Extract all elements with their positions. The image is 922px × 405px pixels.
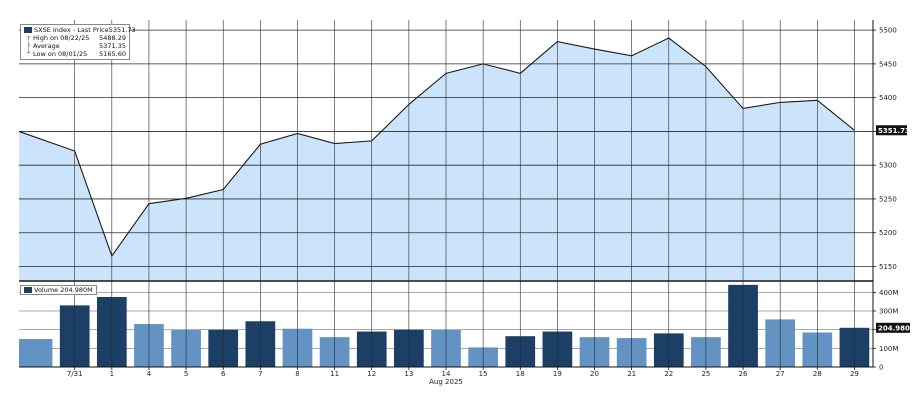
x-tick-label: 8 <box>295 370 299 378</box>
low-marker-icon: ┴ <box>26 50 31 57</box>
x-tick-label: 20 <box>590 370 599 378</box>
legend-row-average: ├ Average 5371.35 <box>24 42 126 50</box>
x-tick-label: 29 <box>850 370 859 378</box>
x-tick-label: 19 <box>553 370 562 378</box>
x-tick-label: 22 <box>664 370 673 378</box>
volume-tick-label: 400M <box>879 289 898 297</box>
x-tick-label: 14 <box>442 370 451 378</box>
x-tick-label: 1 <box>110 370 114 378</box>
x-tick-label: 21 <box>627 370 636 378</box>
x-tick-label: 5 <box>184 370 188 378</box>
x-tick-label: 7 <box>258 370 262 378</box>
x-tick-label: 15 <box>479 370 488 378</box>
volume-tick-label: 300M <box>879 308 898 316</box>
x-tick-label: 7/31 <box>67 370 83 378</box>
legend-label: SXSE Index - Last Price <box>34 26 109 34</box>
x-tick-label: 4 <box>147 370 152 378</box>
x-tick-label: 18 <box>516 370 525 378</box>
legend-label: Low on 08/01/25 <box>33 50 88 58</box>
volume-tick-label: 100M <box>879 345 898 353</box>
legend-row-high: ┬ High on 08/22/25 5488.29 <box>24 34 126 42</box>
legend-label: Average <box>33 42 60 50</box>
legend-row-low: ┴ Low on 08/01/25 5165.60 <box>24 50 126 58</box>
x-tick-label: 27 <box>776 370 785 378</box>
volume-tick-label: 0 <box>879 364 883 372</box>
price-tick-label: 5150 <box>879 263 897 271</box>
price-line <box>18 37 855 258</box>
x-tick-label: 25 <box>701 370 710 378</box>
price-tick-label: 5450 <box>879 60 897 68</box>
legend-row-last-price: SXSE Index - Last Price 5351.73 <box>24 26 136 34</box>
volume-legend-label: Volume 204.980M <box>34 286 93 294</box>
price-tick-label: 5250 <box>879 195 897 203</box>
volume-legend: Volume 204.980M <box>20 285 97 295</box>
price-tick-label: 5400 <box>879 94 897 102</box>
x-tick-label: 28 <box>813 370 822 378</box>
average-marker-icon: ├ <box>26 42 31 49</box>
legend-label: High on 08/22/25 <box>33 34 90 42</box>
x-tick-label: 26 <box>739 370 748 378</box>
x-tick-label: 11 <box>330 370 339 378</box>
x-tick-label: 6 <box>221 370 226 378</box>
price-swatch <box>24 27 32 33</box>
x-axis-month-label: Aug 2025 <box>429 378 463 386</box>
x-tick-label: 13 <box>404 370 413 378</box>
price-tick-label: 5500 <box>879 27 897 35</box>
legend-value: 5488.29 <box>99 34 126 42</box>
last-volume-label: 204.980M <box>878 324 917 332</box>
price-tick-label: 5200 <box>879 229 897 237</box>
last-price-badge <box>876 125 907 136</box>
legend-value: 5351.73 <box>108 26 136 34</box>
x-tick-label: 12 <box>367 370 376 378</box>
price-area <box>19 38 855 281</box>
volume-bar <box>19 339 53 367</box>
price-tick-label: 5300 <box>879 162 897 170</box>
legend-value: 5371.35 <box>99 42 126 50</box>
price-legend: SXSE Index - Last Price 5351.73 ┬ High on… <box>20 24 136 60</box>
last-volume-badge <box>876 322 910 333</box>
legend-value: 5165.60 <box>99 50 126 58</box>
last-price-label: 5351.73 <box>878 127 910 135</box>
high-marker-icon: ┬ <box>26 34 31 41</box>
volume-swatch <box>24 287 32 293</box>
